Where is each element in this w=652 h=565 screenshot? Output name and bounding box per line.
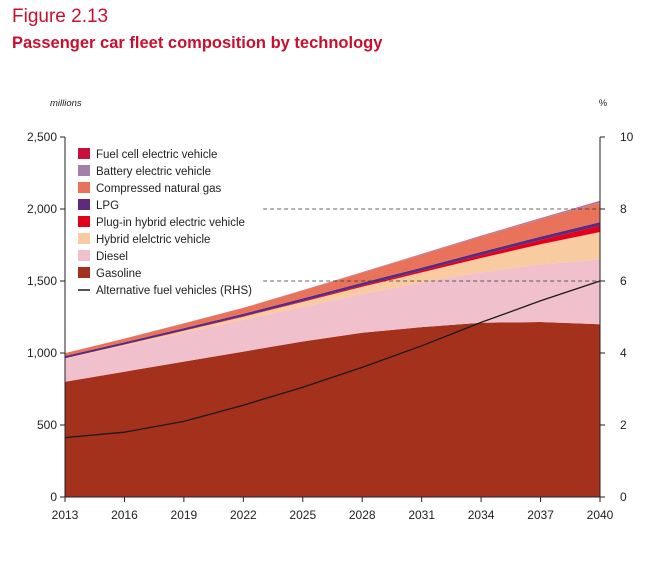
left-tick-label: 500 bbox=[37, 418, 57, 432]
legend-swatch-compressed-natural-gas bbox=[78, 182, 90, 193]
legend-label: Compressed natural gas bbox=[96, 183, 222, 195]
left-axis-unit-label: millions bbox=[50, 98, 82, 109]
area-plug-in-hybrid-electric-vehicle bbox=[65, 225, 600, 359]
left-tick-label: 2,000 bbox=[27, 202, 57, 216]
x-tick-label: 2037 bbox=[527, 508, 554, 522]
area-gasoline bbox=[65, 322, 600, 497]
stacked-areas bbox=[65, 200, 600, 497]
area-compressed-natural-gas bbox=[65, 202, 600, 356]
x-tick-label: 2019 bbox=[171, 508, 198, 522]
x-tick-label: 2040 bbox=[587, 508, 614, 522]
figure-title: Passenger car fleet composition by techn… bbox=[12, 34, 383, 52]
x-tick-label: 2031 bbox=[408, 508, 435, 522]
legend-label: Battery electric vehicle bbox=[96, 166, 211, 178]
left-tick-label: 1,000 bbox=[27, 346, 57, 360]
right-tick-label: 2 bbox=[620, 418, 627, 432]
legend-label: Alternative fuel vehicles (RHS) bbox=[96, 285, 252, 297]
legend-label: LPG bbox=[96, 200, 119, 212]
right-tick-label: 6 bbox=[620, 274, 627, 288]
legend-label: Gasoline bbox=[96, 268, 141, 280]
area-hybrid-elelctric-vehicle bbox=[65, 232, 600, 359]
right-tick-label: 0 bbox=[620, 490, 627, 504]
legend-swatch-plug-in-hybrid-electric-vehicle bbox=[78, 216, 90, 227]
left-tick-label: 2,500 bbox=[27, 130, 57, 144]
x-tick-label: 2034 bbox=[468, 508, 495, 522]
legend-label: Fuel cell electric vehicle bbox=[96, 149, 217, 161]
x-tick-label: 2022 bbox=[230, 508, 257, 522]
legend-label: Hybrid elelctric vehicle bbox=[96, 234, 210, 246]
x-tick-label: 2028 bbox=[349, 508, 376, 522]
left-tick-label: 0 bbox=[50, 490, 57, 504]
legend-label: Plug-in hybrid electric vehicle bbox=[96, 217, 245, 229]
x-tick-label: 2025 bbox=[289, 508, 316, 522]
left-tick-label: 1,500 bbox=[27, 274, 57, 288]
legend-swatch-lpg bbox=[78, 199, 90, 210]
legend-swatch-diesel bbox=[78, 250, 90, 261]
alternative-fuel-vehicles-line bbox=[64, 280, 601, 439]
legend: Fuel cell electric vehicle Battery electr… bbox=[78, 148, 252, 297]
area-diesel bbox=[65, 259, 600, 382]
legend-swatch-fuel-cell-electric-vehicle bbox=[78, 148, 90, 159]
x-tick-label: 2016 bbox=[111, 508, 138, 522]
right-axis-unit-label: % bbox=[599, 98, 608, 109]
x-tick-label: 2013 bbox=[52, 508, 79, 522]
legend-swatch-hybrid-elelctric-vehicle bbox=[78, 233, 90, 244]
right-tick-label: 10 bbox=[620, 130, 634, 144]
area-lpg bbox=[65, 222, 600, 359]
legend-swatch-battery-electric-vehicle bbox=[78, 165, 90, 176]
legend-label: Diesel bbox=[96, 251, 128, 263]
right-tick-label: 4 bbox=[620, 346, 627, 360]
legend-swatch-gasoline bbox=[78, 267, 90, 278]
right-tick-label: 8 bbox=[620, 202, 627, 216]
axes: 0 500 1,000 1,500 2,000 2,500 0 2 4 6 8 10 2013 2016 2… bbox=[27, 130, 634, 522]
reference-lines bbox=[263, 208, 600, 282]
figure-number: Figure 2.13 bbox=[12, 6, 109, 27]
alternative-fuel-line bbox=[64, 280, 601, 439]
